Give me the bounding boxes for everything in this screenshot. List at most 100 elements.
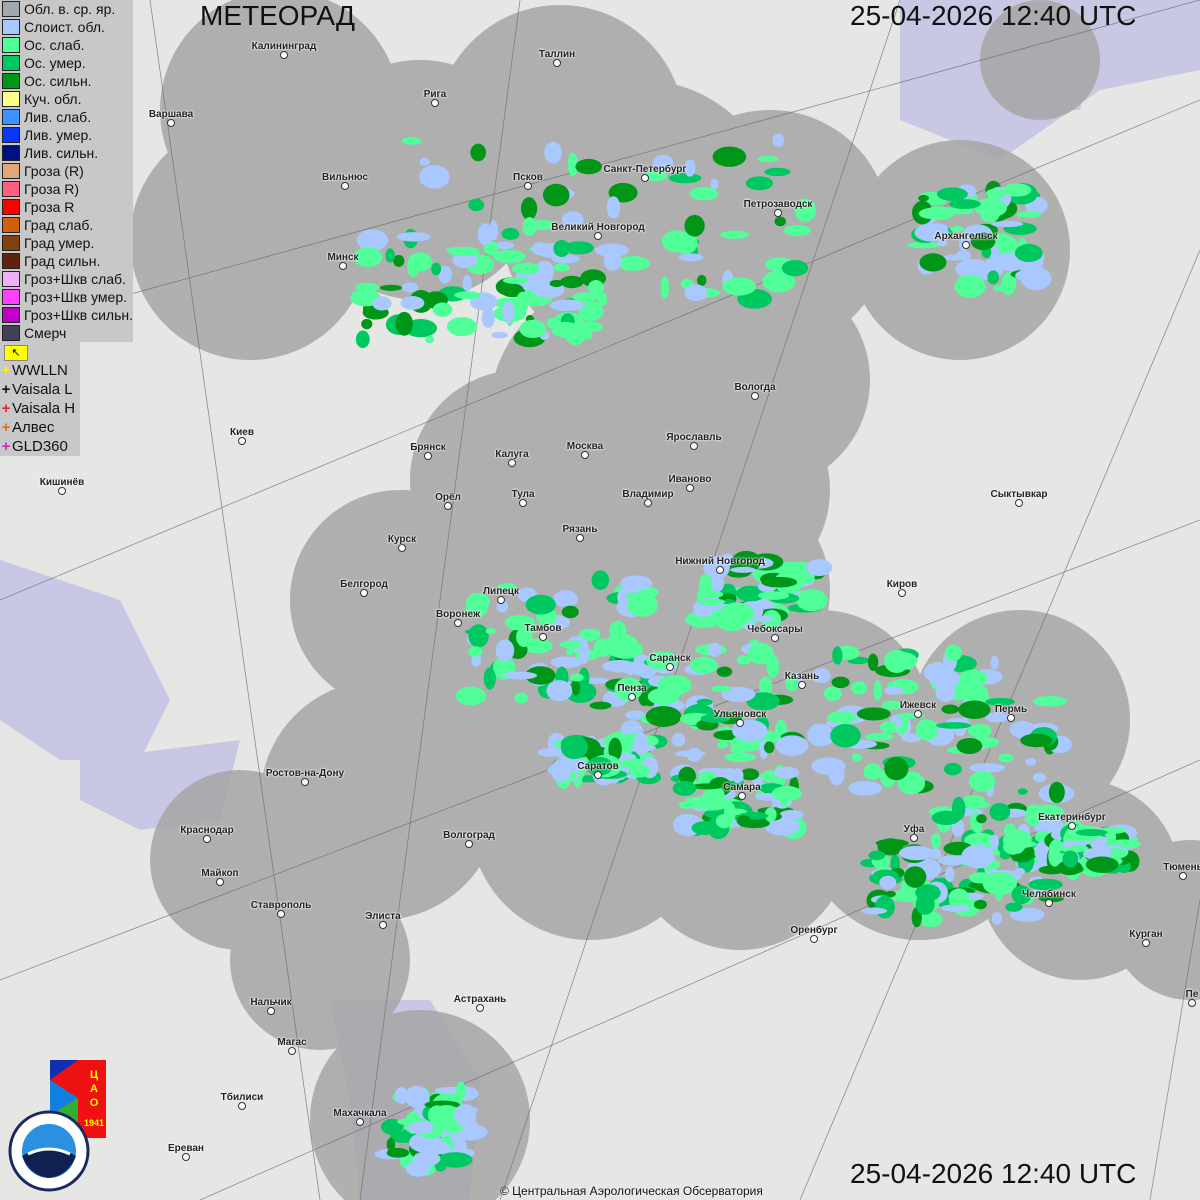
- city-label: Вильнюс: [322, 172, 368, 183]
- city-marker-icon: [666, 663, 674, 671]
- city-label: Орёл: [435, 492, 461, 503]
- precipitation-echo: [985, 188, 1006, 199]
- precipitation-echo: [826, 711, 857, 724]
- precipitation-echo: [779, 809, 804, 820]
- legend-label: Гроза (R): [24, 163, 84, 179]
- precipitation-echo: [968, 771, 996, 792]
- city-marker-icon: [962, 241, 970, 249]
- precipitation-echo: [748, 615, 774, 622]
- lightning-flag-icon[interactable]: ↖: [4, 345, 28, 361]
- precipitation-echo: [570, 673, 584, 682]
- city-marker-icon: [539, 633, 547, 641]
- precipitation-echo: [960, 259, 987, 270]
- city-marker-icon: [594, 232, 602, 240]
- city-label: Курск: [387, 534, 417, 545]
- precipitation-echo: [873, 680, 882, 702]
- precipitation-echo: [485, 628, 496, 635]
- precipitation-echo: [672, 780, 697, 796]
- precipitation-echo: [1061, 841, 1076, 848]
- precipitation-echo: [973, 899, 987, 910]
- precipitation-echo: [848, 781, 883, 796]
- precipitation-echo: [502, 671, 538, 680]
- lightning-source-label: WWLLN: [12, 362, 68, 379]
- precipitation-echo: [918, 194, 929, 202]
- precipitation-echo: [462, 275, 472, 292]
- precipitation-echo: [684, 214, 705, 237]
- radar-coverage-area: [1110, 840, 1200, 1000]
- precipitation-echo: [567, 152, 578, 177]
- precipitation-echo: [944, 866, 955, 883]
- precipitation-echo: [511, 262, 540, 275]
- city-label: Пе: [1185, 989, 1199, 1000]
- lightning-source-label: Vaisala L: [12, 381, 73, 398]
- city-label: Ростов-на-Дону: [265, 768, 345, 779]
- precipitation-echo: [427, 1105, 447, 1125]
- precipitation-echo: [730, 566, 756, 573]
- city-label: Липецк: [483, 586, 519, 597]
- city-marker-icon: [1068, 822, 1076, 830]
- precipitation-echo: [560, 275, 584, 289]
- city-label: Таллин: [538, 49, 576, 60]
- precipitation-echo: [500, 283, 525, 298]
- precipitation-echo: [832, 646, 843, 665]
- precipitation-echo: [468, 624, 489, 648]
- precipitation-echo: [1062, 850, 1079, 868]
- precipitation-echo: [525, 623, 539, 634]
- precipitation-echo: [561, 605, 579, 619]
- precipitation-echo: [468, 198, 485, 212]
- precipitation-echo: [758, 676, 773, 696]
- legend-item: Гроза (R): [0, 162, 133, 180]
- precipitation-echo: [355, 282, 379, 292]
- precipitation-echo: [385, 248, 395, 263]
- precipitation-echo: [502, 301, 515, 324]
- city-marker-icon: [476, 1004, 484, 1012]
- precipitation-echo: [794, 198, 817, 222]
- city-marker-icon: [898, 589, 906, 597]
- precipitation-echo: [1048, 781, 1065, 804]
- precipitation-echoes: [350, 133, 1141, 1177]
- legend-item: Лив. сильн.: [0, 144, 133, 162]
- precipitation-echo: [874, 895, 895, 919]
- city-label: Магас: [277, 1037, 307, 1048]
- city-label: Сыктывкар: [990, 489, 1048, 500]
- precipitation-echo: [863, 763, 882, 780]
- precipitation-echo: [660, 276, 670, 299]
- legend-item: Град сильн.: [0, 252, 133, 270]
- city-label: Курган: [1129, 929, 1163, 940]
- precipitation-echo: [578, 641, 590, 665]
- precipitation-echo: [956, 737, 983, 754]
- legend-label: Обл. в. ср. яр.: [24, 1, 116, 17]
- precipitation-echo: [427, 1141, 451, 1155]
- precipitation-echo: [936, 722, 972, 729]
- city-label: Великий Новгород: [551, 222, 645, 233]
- precipitation-echo: [578, 667, 590, 690]
- precipitation-echo: [716, 666, 733, 677]
- precipitation-echo: [407, 1121, 434, 1134]
- precipitation-echo: [448, 249, 481, 257]
- precipitation-echo: [1008, 840, 1037, 848]
- precipitation-echo: [901, 733, 923, 743]
- precipitation-echo: [674, 750, 706, 758]
- lightning-cross-icon: +: [1, 419, 11, 436]
- lightning-source-item: + WWLLN: [0, 361, 80, 380]
- precipitation-echo: [627, 593, 659, 617]
- precipitation-echo: [809, 728, 835, 746]
- precipitation-echo: [884, 757, 909, 781]
- precipitation-echo: [812, 668, 831, 684]
- precipitation-echo: [989, 834, 999, 850]
- precipitation-echo: [964, 832, 996, 848]
- lightning-cross-icon: +: [1, 381, 11, 398]
- precipitation-echo: [565, 324, 586, 346]
- city-marker-icon: [736, 719, 744, 727]
- precipitation-echo: [1002, 183, 1032, 197]
- legend-item: Ос. слаб.: [0, 36, 133, 54]
- precipitation-echo: [446, 317, 478, 337]
- city-marker-icon: [738, 792, 746, 800]
- city-label: Нижний Новгород: [675, 556, 765, 567]
- precipitation-echo: [609, 620, 627, 641]
- precipitation-echo: [492, 249, 526, 264]
- precipitation-echo: [1038, 895, 1064, 903]
- svg-text:1941: 1941: [84, 1118, 104, 1128]
- city-marker-icon: [690, 442, 698, 450]
- radar-coverage: [130, 0, 1200, 1200]
